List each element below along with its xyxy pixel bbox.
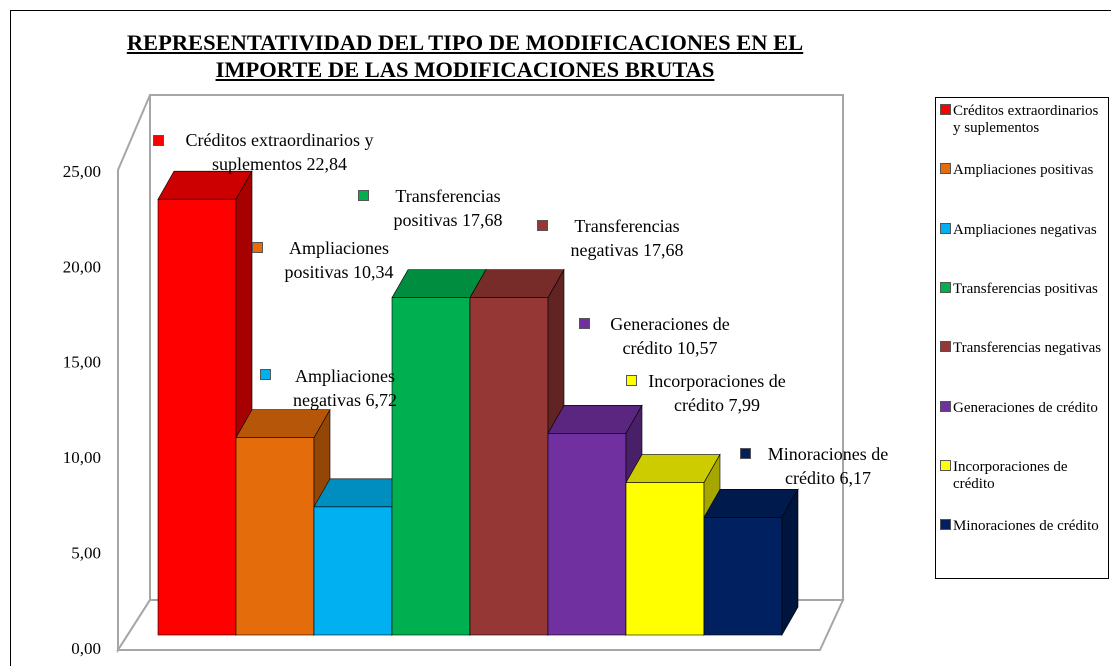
data-label-marker <box>358 190 369 201</box>
bar-top <box>625 454 721 483</box>
bar-top <box>235 409 331 439</box>
legend-label: Incorporaciones de crédito <box>953 458 1068 492</box>
legend-label: Minoraciones de crédito <box>953 518 1099 535</box>
chart-title: REPRESENTATIVIDAD DEL TIPO DE MODIFICACI… <box>126 30 804 55</box>
data-label-name: Incorporaciones de crédito <box>648 371 786 415</box>
data-label-value: 17,68 <box>462 210 503 230</box>
data-label-name: Ampliaciones negativas <box>293 366 395 410</box>
bar-side <box>781 488 799 637</box>
data-label-marker <box>153 135 164 146</box>
legend-swatch <box>940 163 951 175</box>
legend-swatch <box>940 104 951 115</box>
y-tick-label: 25,00 <box>63 162 101 181</box>
bar <box>157 198 237 636</box>
legend-swatch <box>940 400 951 412</box>
data-label-name: Créditos extraordinarios y suplementos <box>185 130 374 174</box>
data-label: Incorporaciones de crédito 7,99 <box>642 369 792 417</box>
data-label-name: Transferencias positivas <box>393 186 501 230</box>
data-label-name: Transferencias negativas <box>570 216 680 260</box>
y-tick-label: 15,00 <box>63 353 101 372</box>
legend-label: Ampliaciones negativas <box>953 221 1097 238</box>
data-label-value: 7,99 <box>728 395 760 415</box>
bar-top <box>469 269 565 298</box>
data-label-marker <box>740 448 751 459</box>
y-tick-label: 10,00 <box>63 448 101 467</box>
data-label: Generaciones de crédito 10,57 <box>600 312 740 360</box>
legend-item: Transferencias positivas <box>940 281 1105 298</box>
legend-label: Ampliaciones positivas <box>953 162 1094 179</box>
data-label: Créditos extraordinarios y suplementos 2… <box>172 128 387 176</box>
legend-swatch <box>940 341 951 353</box>
side-wall <box>117 94 151 654</box>
legend-swatch <box>940 281 951 293</box>
data-label-value: 6,17 <box>839 468 871 488</box>
data-label-name: Minoraciones de crédito <box>767 444 889 488</box>
legend-item: Créditos extraordinarios y suplementos <box>940 103 1105 137</box>
data-label-marker <box>537 220 548 231</box>
data-label-value: 22,84 <box>306 154 348 174</box>
bar <box>625 482 705 636</box>
frame <box>10 10 1111 666</box>
legend: Créditos extraordinarios y suplementos Am… <box>935 97 1109 579</box>
data-label: Ampliaciones negativas 6,72 <box>270 364 420 412</box>
data-label-name: Ampliaciones positivas <box>284 238 389 282</box>
legend-label: Generaciones de crédito <box>953 399 1098 416</box>
legend-item: Incorporaciones de crédito <box>940 459 1105 493</box>
data-label-marker <box>260 369 271 380</box>
legend-swatch <box>940 519 951 531</box>
data-label-value: 10,57 <box>676 338 718 358</box>
bar <box>313 506 393 636</box>
chart-title: IMPORTE DE LAS MODIFICACIONES BRUTAS <box>215 57 715 82</box>
legend-item: Transferencias negativas <box>940 340 1105 357</box>
legend-item: Generaciones de crédito <box>940 400 1105 417</box>
data-label: Ampliaciones positivas 10,34 <box>264 236 414 284</box>
data-label: Transferencias positivas 17,68 <box>368 184 528 232</box>
bar-top <box>703 488 799 518</box>
data-label-value: 10,34 <box>353 262 394 282</box>
legend-label: Créditos extraordinarios y suplementos <box>953 103 1099 136</box>
data-label: Transferencias negativas 17,68 <box>547 214 707 262</box>
bar-top <box>547 405 643 434</box>
legend-swatch <box>940 222 951 234</box>
y-tick-label: 0,00 <box>71 639 101 658</box>
data-label-marker <box>626 375 637 386</box>
data-label: Minoraciones de crédito 6,17 <box>758 442 898 490</box>
data-label-value: 17,68 <box>642 240 684 260</box>
y-tick-label: 20,00 <box>63 257 101 276</box>
legend-swatch <box>940 459 951 471</box>
bar <box>547 433 627 636</box>
bar <box>235 437 315 636</box>
legend-label: Transferencias positivas <box>953 280 1098 297</box>
bar <box>391 297 471 636</box>
data-label-value: 6,72 <box>365 390 397 410</box>
bar <box>469 297 549 636</box>
bar <box>703 516 783 636</box>
legend-item: Ampliaciones positivas <box>940 162 1105 179</box>
legend-item: Minoraciones de crédito <box>940 518 1105 535</box>
legend-label: Transferencias negativas <box>953 340 1102 357</box>
data-label-marker <box>579 318 590 329</box>
data-label-marker <box>252 242 263 253</box>
data-label-name: Generaciones de crédito <box>610 314 730 358</box>
legend-item: Ampliaciones negativas <box>940 222 1105 239</box>
y-tick-label: 5,00 <box>71 544 101 563</box>
